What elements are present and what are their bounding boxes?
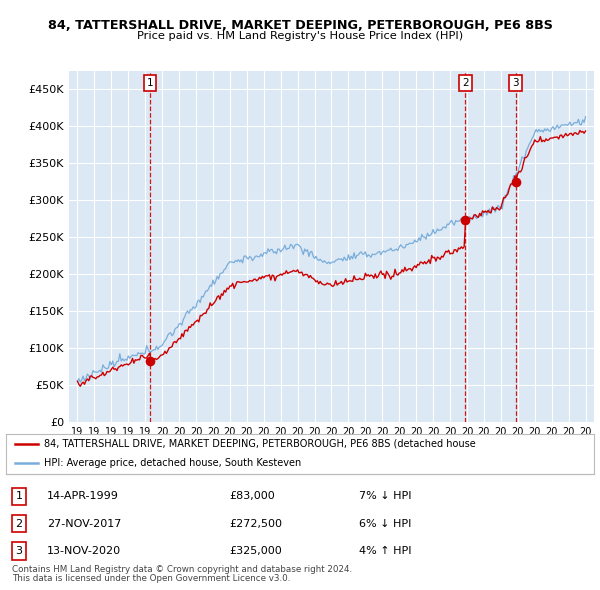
Text: 27-NOV-2017: 27-NOV-2017: [47, 519, 122, 529]
Text: 4% ↑ HPI: 4% ↑ HPI: [359, 546, 412, 556]
Text: This data is licensed under the Open Government Licence v3.0.: This data is licensed under the Open Gov…: [12, 574, 290, 583]
Text: Price paid vs. HM Land Registry's House Price Index (HPI): Price paid vs. HM Land Registry's House …: [137, 31, 463, 41]
Text: 14-APR-1999: 14-APR-1999: [47, 491, 119, 501]
Text: Contains HM Land Registry data © Crown copyright and database right 2024.: Contains HM Land Registry data © Crown c…: [12, 565, 352, 573]
Text: 84, TATTERSHALL DRIVE, MARKET DEEPING, PETERBOROUGH, PE6 8BS: 84, TATTERSHALL DRIVE, MARKET DEEPING, P…: [47, 19, 553, 32]
Text: 7% ↓ HPI: 7% ↓ HPI: [359, 491, 412, 501]
Text: 1: 1: [147, 78, 154, 88]
Text: 1: 1: [16, 491, 22, 501]
Text: 6% ↓ HPI: 6% ↓ HPI: [359, 519, 411, 529]
Text: 2: 2: [16, 519, 22, 529]
Text: 84, TATTERSHALL DRIVE, MARKET DEEPING, PETERBOROUGH, PE6 8BS (detached house: 84, TATTERSHALL DRIVE, MARKET DEEPING, P…: [44, 439, 476, 448]
Text: £325,000: £325,000: [229, 546, 282, 556]
Text: HPI: Average price, detached house, South Kesteven: HPI: Average price, detached house, Sout…: [44, 457, 301, 467]
Text: £272,500: £272,500: [229, 519, 283, 529]
Text: 3: 3: [16, 546, 22, 556]
Text: £83,000: £83,000: [229, 491, 275, 501]
Text: 13-NOV-2020: 13-NOV-2020: [47, 546, 121, 556]
Text: 3: 3: [512, 78, 519, 88]
Text: 2: 2: [462, 78, 469, 88]
